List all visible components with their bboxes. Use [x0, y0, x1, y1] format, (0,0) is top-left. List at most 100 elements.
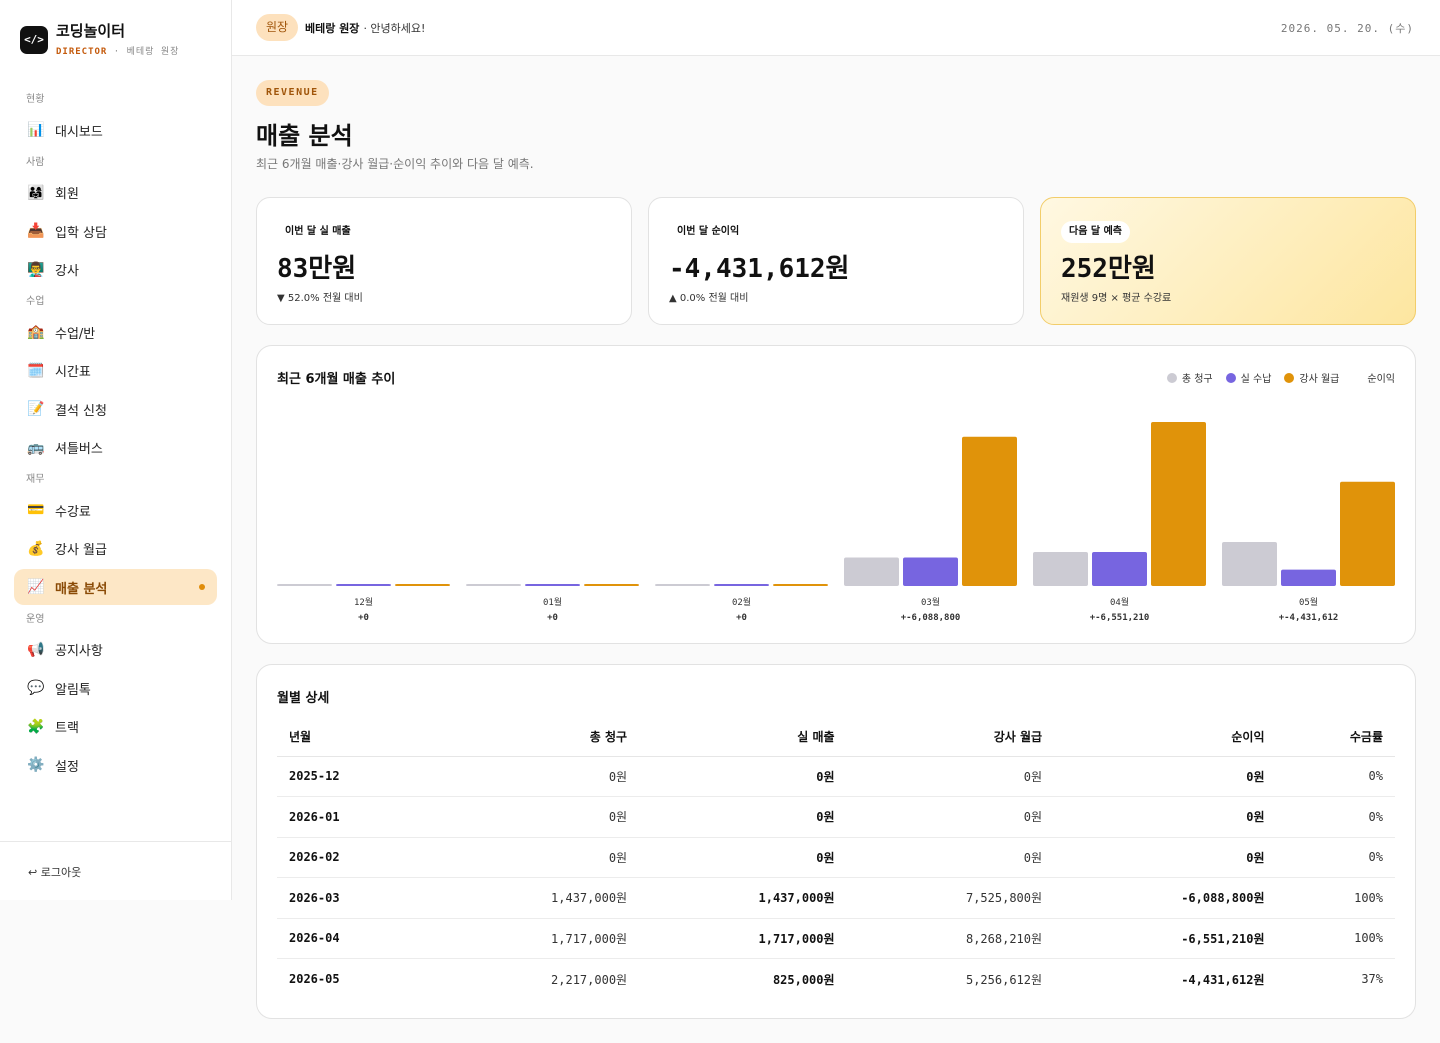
logout-button[interactable]: ↩ 로그아웃 [28, 866, 82, 879]
legend-item-salary: 강사 월급 [1284, 370, 1339, 385]
nav-section-label: 운영 [26, 613, 45, 625]
nav-emoji-icon: 📢 [27, 641, 45, 658]
sidebar-item-11[interactable]: 📥 입학 상담 [14, 213, 217, 249]
x-tick-label: 01월 [543, 596, 562, 608]
sidebar-footer: ↩ 로그아웃 [0, 841, 231, 900]
nav-emoji-icon: 💳 [27, 502, 45, 518]
bar-2-3 [962, 436, 1017, 586]
sidebar-item-label: 설정 [55, 759, 79, 775]
table-cell: 0원 [431, 837, 640, 878]
x-tick-label: 05월 [1299, 596, 1318, 608]
sidebar-item-label: 강사 [55, 264, 79, 279]
legend-item-received: 실 수납 [1225, 370, 1271, 385]
bar-chart: 12월 +0 01월 +0 02월 +0 03월 +-6,088,800 04월 +-6,551,… [277, 422, 1395, 623]
header-user-name: 베테랑 원장 [305, 22, 360, 35]
net-profit-label: +0 [547, 613, 558, 623]
sidebar-item-label: 결석 신청 [55, 403, 107, 419]
bar-0-5 [1222, 542, 1277, 586]
nav-section-label: 재무 [26, 474, 45, 485]
sidebar-item-10[interactable]: 👨‍👩‍👧 회원 [14, 175, 217, 211]
brand-user: 베테랑 원장 [126, 47, 180, 57]
monthly-detail-card: 월별 상세 년월 총 청구 실 매출 강사 월급 순이익 수금률 2025-12 0원 0원 0… [256, 664, 1416, 1019]
sidebar-item-43[interactable]: ⚙️ 설정 [14, 747, 217, 783]
table-row: 2026-05 2,217,000원 825,000원 5,256,612원 -4,43… [277, 959, 1395, 1000]
table-cell: 0원 [846, 796, 1055, 838]
kpi-value: -4,431,612원 [669, 254, 850, 284]
net-profit-label: +0 [358, 613, 369, 623]
sidebar-item-42[interactable]: 🧩 트랙 [14, 709, 217, 745]
nav-section-label: 수업 [26, 296, 45, 307]
table-cell: 0원 [1054, 837, 1277, 878]
sidebar-item-0[interactable]: 📊 대시보드 [14, 112, 217, 148]
kpi-change: ▼ 52.0% 전월 대비 [277, 293, 363, 304]
sidebar-item-20[interactable]: 🏫 수업/반 [14, 314, 217, 350]
sidebar-item-40[interactable]: 📢 공지사항 [14, 632, 217, 668]
kpi-label: 다음 달 예측 [1061, 221, 1130, 243]
sidebar-item-31[interactable]: 💰 강사 월급 [14, 531, 217, 567]
table-cell: 5,256,612원 [965, 972, 1043, 987]
table-cell: 100% [1276, 918, 1395, 959]
sidebar-item-label: 셔틀버스 [55, 442, 103, 457]
sidebar-nav: 현황 📊 대시보드 사람 👨‍👩‍👧 회원 📥 입학 상담 👨‍🏫 강사 수업 🏫 수업/반 🗓️ 시간표 📝… [14, 88, 217, 786]
nav-emoji-icon: 👨‍👩‍👧 [27, 184, 45, 201]
bar-0-4 [1033, 551, 1088, 586]
sidebar-item-label: 강사 월급 [55, 543, 107, 558]
sidebar-item-41[interactable]: 💬 알림톡 [14, 670, 217, 706]
table-header-row: 년월 총 청구 실 매출 강사 월급 순이익 수금률 [277, 717, 1395, 757]
table-cell: 0원 [846, 756, 1055, 797]
table-cell: 2026-01 [277, 796, 432, 838]
kpi-value: 252만원 [1061, 254, 1156, 284]
kpi-note: 재원생 9명 × 평균 수강료 [1061, 293, 1172, 304]
table-row: 2026-02 0원 0원 0원 0원 0% [277, 837, 1395, 878]
legend-item-net: 순이익 [1367, 370, 1395, 385]
nav-emoji-icon: 📥 [27, 223, 45, 239]
net-profit-label: +0 [736, 613, 747, 623]
table-cell: 0원 [431, 796, 640, 838]
sidebar-item-30[interactable]: 💳 수강료 [14, 492, 217, 528]
table-cell: 2026-05 [289, 972, 340, 986]
kpi-label: 이번 달 순이익 [677, 226, 740, 237]
nav-emoji-icon: 📈 [27, 579, 45, 595]
legend-swatch [1166, 372, 1177, 383]
sidebar-item-label: 알림톡 [55, 682, 91, 698]
chart-title: 최근 6개월 매출 추이 [277, 372, 396, 387]
table-cell: -6,088,800원 [1054, 877, 1277, 919]
bar-1-2 [714, 584, 769, 586]
sidebar-item-label: 회원 [55, 187, 79, 202]
sidebar-item-12[interactable]: 👨‍🏫 강사 [14, 252, 217, 288]
nav-emoji-icon: 📝 [27, 401, 45, 417]
table-cell: 2025-12 [277, 756, 432, 797]
table-cell: 2026-04 [277, 918, 432, 959]
table-title: 월별 상세 [277, 691, 330, 706]
nav-emoji-icon: 🏫 [27, 324, 45, 340]
sidebar-item-23[interactable]: 🚌 셔틀버스 [14, 430, 217, 466]
sidebar-item-22[interactable]: 📝 결석 신청 [14, 391, 217, 427]
table-cell: -6,551,210원 [1054, 918, 1277, 959]
x-tick-label: 12월 [354, 596, 373, 608]
brand-name: 코딩놀이터 [56, 22, 126, 40]
table-cell: 37% [1361, 972, 1383, 986]
sidebar-item-32[interactable]: 📈 매출 분석 [14, 569, 217, 605]
nav-emoji-icon: 👨‍🏫 [27, 261, 45, 278]
brand[interactable]: </> 코딩놀이터 DIRECTOR · 베테랑 원장 [20, 22, 179, 57]
sidebar-item-label: 수강료 [55, 504, 91, 520]
legend-label: 순이익 [1367, 374, 1395, 385]
code-logo-icon: </> [20, 25, 48, 54]
table-cell: 0% [1276, 796, 1395, 838]
nav-section-label: 현황 [26, 94, 45, 105]
column-header: 순이익 [1054, 717, 1277, 757]
table-cell: 2026-03 [277, 877, 432, 919]
nav-emoji-icon: 🧩 [27, 718, 45, 735]
brand-separator: · [113, 47, 121, 57]
kpi-label: 이번 달 실 매출 [285, 226, 351, 237]
top-header: 원장 베테랑 원장 · 안녕하세요! 2026. 05. 20. (수) [232, 0, 1440, 56]
chart-legend: 총 청구 실 수납 강사 월급 순이익 [1154, 370, 1395, 385]
monthly-detail-table: 년월 총 청구 실 매출 강사 월급 순이익 수금률 2025-12 0원 0원 0원 0원 0% 2… [277, 717, 1395, 999]
bar-2-5 [1340, 481, 1395, 586]
bar-1-5 [1281, 569, 1336, 586]
sidebar-item-label: 공지사항 [55, 644, 103, 659]
kpi-card-forecast: 다음 달 예측 252만원 재원생 9명 × 평균 수강료 [1040, 197, 1416, 325]
table-cell: 0원 [639, 796, 847, 838]
sidebar-item-21[interactable]: 🗓️ 시간표 [14, 353, 217, 389]
table-cell: 8,268,210원 [846, 918, 1055, 959]
